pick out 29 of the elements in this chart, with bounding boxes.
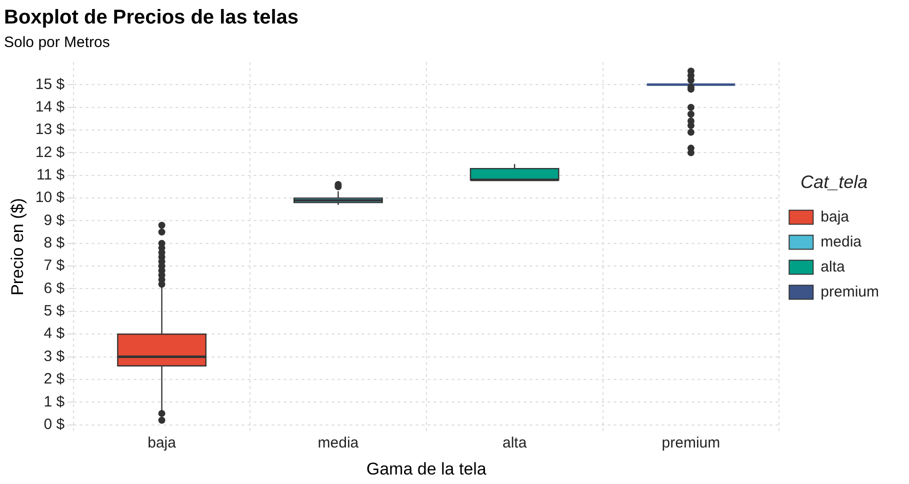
legend-label: alta <box>820 258 846 276</box>
y-tick-label: 1 $ <box>44 393 66 410</box>
y-tick-label: 0 $ <box>44 416 66 433</box>
legend-label: media <box>820 233 862 250</box>
x-tick-label: premium <box>662 434 720 452</box>
y-tick-label: 5 $ <box>44 302 66 320</box>
y-tick-label: 6 $ <box>44 280 66 297</box>
x-axis-title: Gama de la tela <box>366 459 487 478</box>
legend-label: baja <box>820 208 850 226</box>
y-tick-label: 13 $ <box>35 121 66 138</box>
chart-subtitle: Solo por Metros <box>4 34 110 52</box>
y-tick-label: 8 $ <box>44 234 66 252</box>
legend-label: premium <box>820 283 880 300</box>
y-tick-label: 14 $ <box>35 98 66 116</box>
y-tick-label: 3 $ <box>44 348 66 365</box>
y-axis-title: Precio en ($) <box>8 198 27 296</box>
y-tick-label: 15 $ <box>35 76 66 93</box>
y-tick-label: 7 $ <box>44 257 66 274</box>
y-tick-label: 12 $ <box>35 144 66 161</box>
x-tick-label: alta <box>502 434 528 452</box>
y-tick-label: 9 $ <box>44 212 66 229</box>
legend-title: Cat_tela <box>800 172 868 192</box>
x-tick-label: media <box>318 434 360 452</box>
x-tick-label: baja <box>148 434 177 452</box>
chart-title: Boxplot de Precios de las telas <box>4 6 299 29</box>
y-tick-label: 10 $ <box>35 189 66 206</box>
y-tick-label: 2 $ <box>44 370 66 388</box>
y-tick-label: 4 $ <box>44 325 66 342</box>
y-tick-label: 11 $ <box>36 166 66 184</box>
